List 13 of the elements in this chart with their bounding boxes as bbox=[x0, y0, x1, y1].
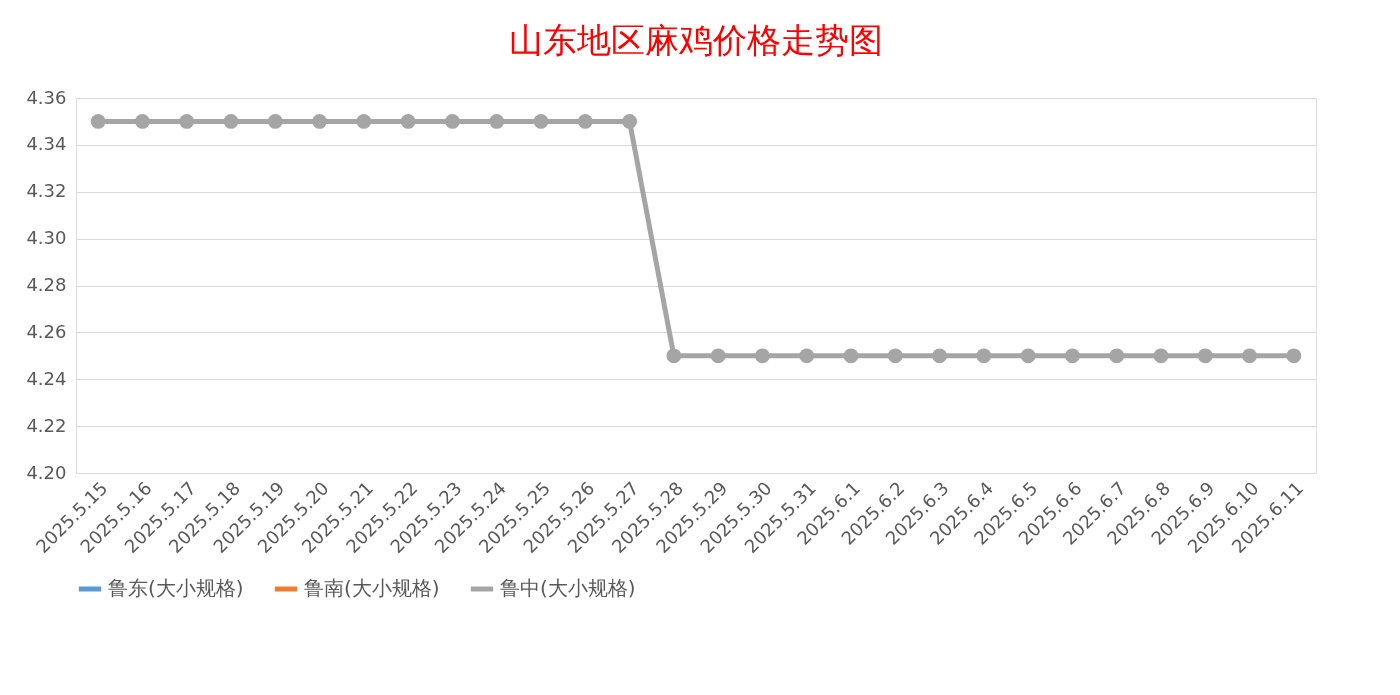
y-tick-label: 4.34 bbox=[26, 133, 67, 155]
y-tick-label: 4.30 bbox=[26, 227, 67, 249]
y-tick-label: 4.36 bbox=[26, 86, 67, 108]
chart-title: 山东地区麻鸡价格走势图 bbox=[509, 20, 883, 60]
y-tick-label: 4.32 bbox=[26, 180, 67, 202]
legend-label: 鲁南(大小规格) bbox=[304, 576, 440, 600]
y-tick-label: 4.24 bbox=[26, 367, 67, 389]
y-tick-label: 4.20 bbox=[26, 461, 67, 483]
y-tick-label: 4.26 bbox=[26, 320, 67, 342]
y-tick-label: 4.22 bbox=[26, 414, 67, 436]
y-tick-label: 4.28 bbox=[26, 274, 67, 295]
legend-label: 鲁中(大小规格) bbox=[500, 576, 636, 600]
legend-label: 鲁东(大小规格) bbox=[108, 576, 244, 600]
